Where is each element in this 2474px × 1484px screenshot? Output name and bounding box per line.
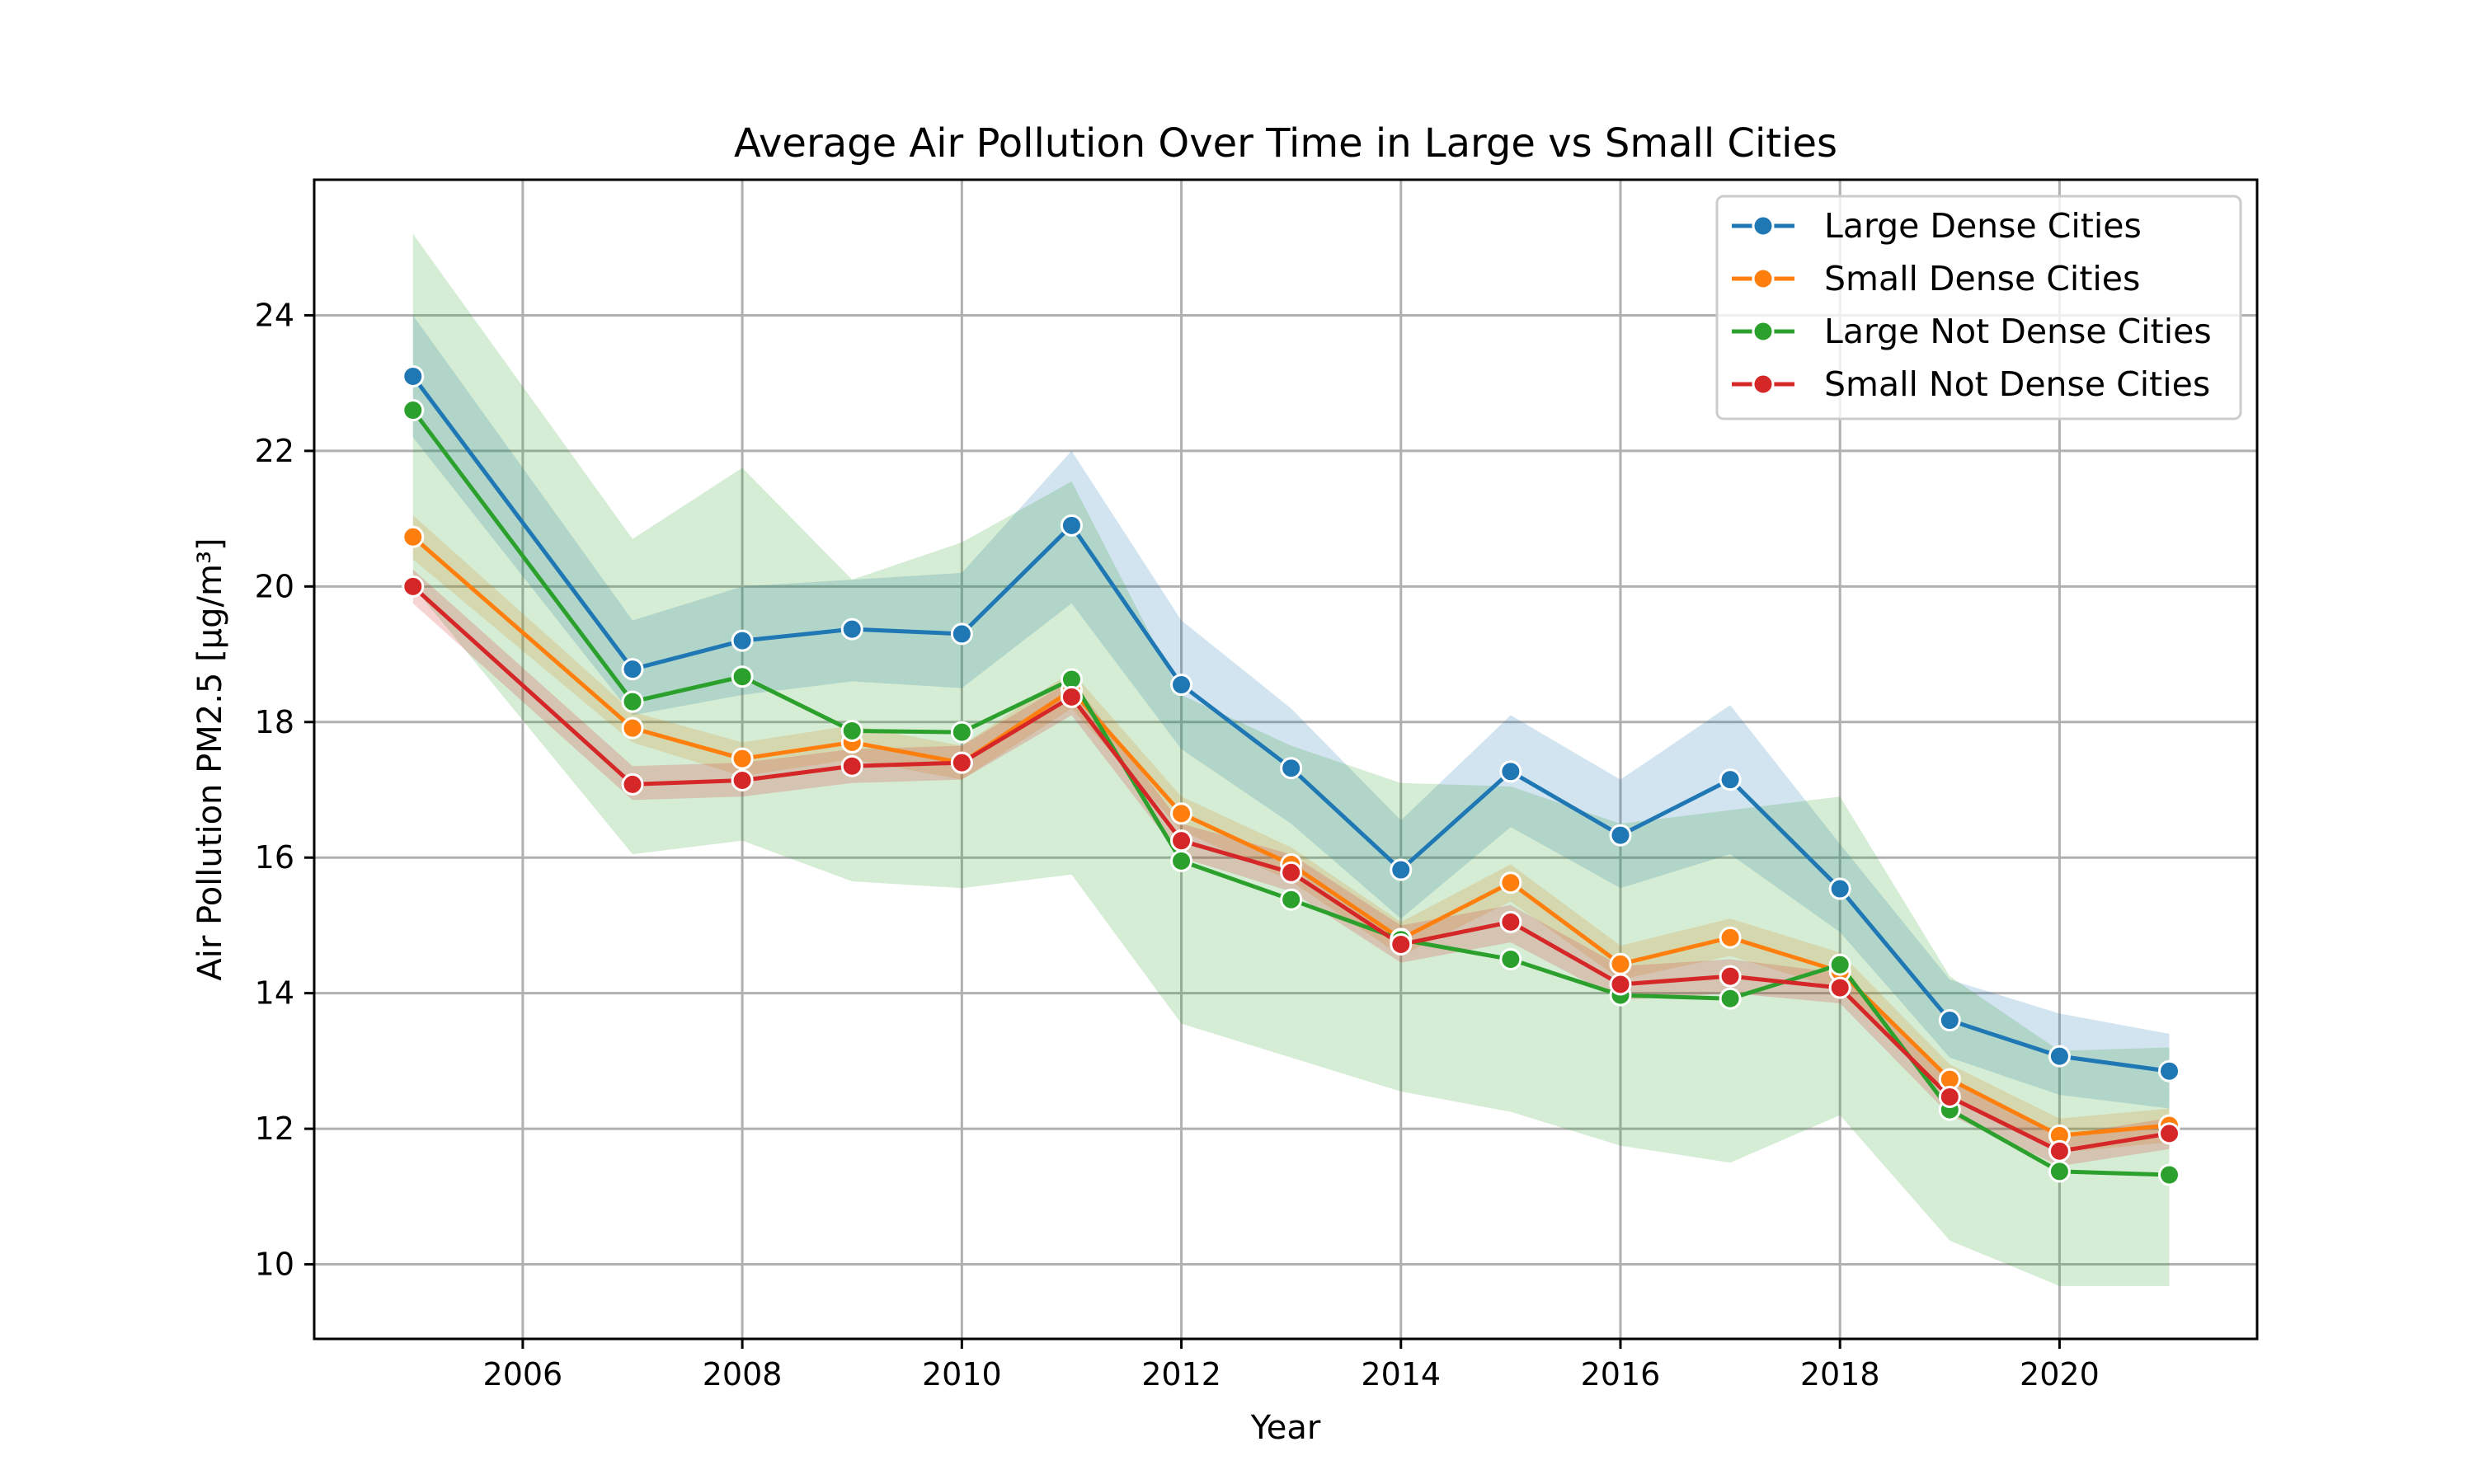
data-point	[731, 629, 754, 652]
data-point	[1719, 965, 1742, 988]
data-point	[1499, 910, 1522, 933]
data-point	[402, 364, 425, 387]
data-point	[1828, 953, 1851, 976]
data-point	[1828, 877, 1851, 900]
y-axis-label: Air Pollution PM2.5 [µg/m³]	[191, 538, 229, 980]
legend-marker	[1752, 373, 1775, 396]
x-tick-label: 2014	[1361, 1356, 1441, 1392]
data-point	[402, 575, 425, 598]
series-line	[411, 584, 2172, 1153]
legend-box	[1715, 195, 2242, 420]
data-point	[840, 719, 863, 742]
data-point	[1609, 824, 1632, 847]
series-line	[411, 408, 2172, 1177]
data-point	[1280, 888, 1303, 911]
y-tick-label: 18	[255, 704, 294, 740]
data-point	[1170, 829, 1193, 852]
x-tick-label: 2016	[1581, 1356, 1661, 1392]
y-tick-label: 14	[255, 975, 294, 1012]
confidence-band	[412, 515, 2170, 1153]
legend-label: Large Not Dense Cities	[1824, 312, 2212, 351]
data-point	[950, 751, 973, 774]
x-tick-label: 2006	[483, 1356, 563, 1392]
legend-marker	[1752, 214, 1775, 237]
data-point	[1609, 973, 1632, 996]
y-tick-label: 20	[255, 568, 294, 604]
legend: Large Dense Cities Small Dense Cities Larg…	[1715, 195, 2242, 420]
data-point	[402, 525, 425, 548]
data-point	[1719, 768, 1742, 791]
data-point	[621, 658, 644, 681]
data-point	[840, 754, 863, 777]
data-point	[621, 690, 644, 713]
data-point	[2048, 1045, 2071, 1068]
series-lines	[411, 373, 2172, 1177]
data-point	[1609, 952, 1632, 975]
legend-label: Small Dense Cities	[1824, 259, 2140, 298]
y-tick-label: 10	[255, 1247, 294, 1283]
data-point	[621, 773, 644, 796]
y-tick-label: 12	[255, 1111, 294, 1147]
data-point	[2048, 1139, 2071, 1162]
y-tick-label: 24	[255, 297, 294, 333]
data-point	[1280, 757, 1303, 780]
data-point	[2158, 1122, 2181, 1145]
x-tick-label: 2010	[922, 1356, 1002, 1392]
data-point	[1499, 948, 1522, 971]
data-point	[621, 716, 644, 740]
confidence-band	[412, 315, 2170, 1109]
data-point	[2048, 1160, 2071, 1183]
axis-ticks: 2006 2008 2010 2012 2014 2016 2018 202010121416…	[255, 297, 2100, 1392]
data-point	[2158, 1059, 2181, 1082]
data-point	[1828, 976, 1851, 999]
plot-frame	[313, 178, 2259, 1341]
legend-label: Small Not Dense Cities	[1824, 364, 2210, 404]
legend-label: Large Dense Cities	[1824, 206, 2142, 246]
data-point	[1170, 674, 1193, 697]
x-tick-label: 2018	[1800, 1356, 1880, 1392]
data-point	[1499, 871, 1522, 895]
x-tick-label: 2020	[2020, 1356, 2100, 1392]
legend-marker	[1752, 320, 1775, 343]
series-line	[411, 373, 2172, 1073]
data-point	[1170, 802, 1193, 825]
data-point	[1390, 932, 1413, 956]
legend-entries: Large Dense Cities Small Dense Cities Larg…	[1732, 206, 2212, 404]
data-point	[840, 618, 863, 641]
x-axis-label: Year	[1250, 1409, 1321, 1447]
y-tick-label: 22	[255, 433, 294, 469]
x-tick-label: 2012	[1141, 1356, 1221, 1392]
data-point	[731, 747, 754, 770]
series-line	[411, 534, 2172, 1138]
data-point	[1719, 987, 1742, 1010]
data-point	[1280, 861, 1303, 884]
data-point	[402, 399, 425, 422]
chart-title: Average Air Pollution Over Time in Large…	[734, 120, 1837, 167]
legend-marker	[1752, 267, 1775, 290]
series-markers	[402, 364, 2181, 1186]
data-point	[731, 768, 754, 791]
data-point	[950, 622, 973, 646]
data-point	[1719, 926, 1742, 949]
data-point	[1390, 858, 1413, 881]
data-point	[1170, 849, 1193, 872]
data-point	[950, 721, 973, 744]
data-point	[2158, 1163, 2181, 1186]
data-point	[1938, 1009, 1961, 1032]
data-point	[731, 665, 754, 688]
data-point	[1499, 760, 1522, 783]
data-point	[1060, 514, 1083, 537]
y-tick-label: 16	[255, 839, 294, 876]
data-point	[1938, 1085, 1961, 1108]
x-tick-label: 2008	[703, 1356, 783, 1392]
data-point	[1060, 685, 1083, 708]
